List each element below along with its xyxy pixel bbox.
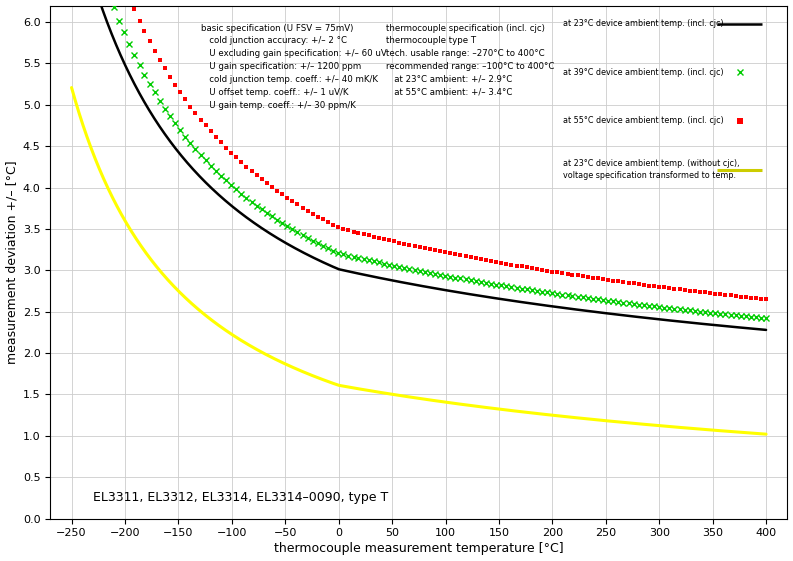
Text: EL3311, EL3312, EL3314, EL3314–0090, type T: EL3311, EL3312, EL3314, EL3314–0090, typ… [93, 491, 389, 504]
Y-axis label: measurement deviation +/– [°C]: measurement deviation +/– [°C] [6, 160, 18, 364]
Text: at 55°C device ambient temp. (incl. cjc): at 55°C device ambient temp. (incl. cjc) [562, 117, 723, 126]
Text: at 39°C device ambient temp. (incl. cjc): at 39°C device ambient temp. (incl. cjc) [562, 68, 723, 77]
Text: thermocouple specification (incl. cjc)
thermocouple type T
tech. usable range: –: thermocouple specification (incl. cjc) t… [385, 24, 554, 96]
Text: at 23°C device ambient temp. (without cjc),
voltage specification transformed to: at 23°C device ambient temp. (without cj… [562, 159, 739, 180]
Text: at 23°C device ambient temp. (incl. cjc): at 23°C device ambient temp. (incl. cjc) [562, 19, 723, 28]
Text: basic specification (U FSV = 75mV)
   cold junction accuracy: +/– 2 °C
   U excl: basic specification (U FSV = 75mV) cold … [201, 24, 387, 109]
X-axis label: thermocouple measurement temperature [°C]: thermocouple measurement temperature [°C… [274, 542, 564, 555]
